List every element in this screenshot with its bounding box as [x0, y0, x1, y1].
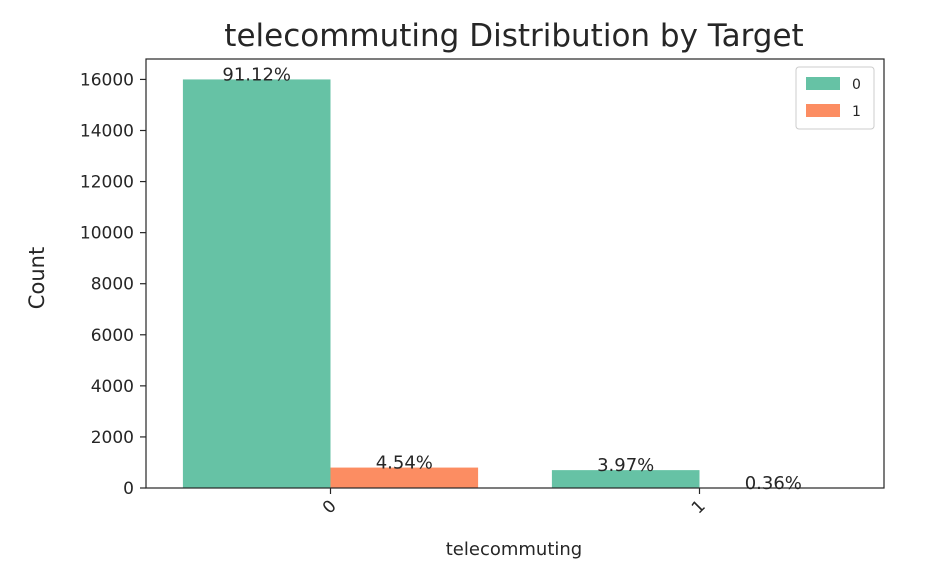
- axes-frame: [145, 58, 885, 489]
- bar-1-0: [330, 467, 479, 488]
- legend-swatch-0: [806, 77, 840, 90]
- data-label: 3.97%: [597, 455, 654, 476]
- y-tick-label: 0: [123, 479, 134, 499]
- y-tick-label: 4000: [91, 377, 134, 397]
- legend-label-1: 1: [852, 104, 861, 120]
- legend-box: [795, 66, 875, 130]
- data-label: 4.54%: [376, 453, 433, 474]
- x-tick-label: 1: [688, 496, 710, 518]
- y-tick-label: 10000: [80, 224, 134, 244]
- bar-0-0: [182, 79, 331, 488]
- legend-swatch-1: [806, 104, 840, 117]
- data-label: 0.36%: [745, 473, 802, 494]
- x-tick-label: 0: [319, 496, 341, 518]
- legend-label-0: 0: [852, 77, 861, 93]
- data-label: 91.12%: [222, 64, 291, 85]
- y-tick-label: 8000: [91, 275, 134, 295]
- y-tick-label: 12000: [80, 173, 134, 193]
- legend: 01: [795, 66, 875, 130]
- y-tick-label: 6000: [91, 326, 134, 346]
- y-tick-label: 2000: [91, 428, 134, 448]
- y-tick-label: 16000: [80, 70, 134, 90]
- y-tick-label: 14000: [80, 122, 134, 142]
- y-axis-label: Count: [25, 247, 49, 309]
- x-axis-label: telecommuting: [446, 539, 583, 560]
- plot-area: 91.12%3.97%4.54%0.36%0200040006000800010…: [80, 58, 885, 518]
- chart-title: telecommuting Distribution by Target: [224, 18, 803, 54]
- bar-0-1: [551, 470, 700, 488]
